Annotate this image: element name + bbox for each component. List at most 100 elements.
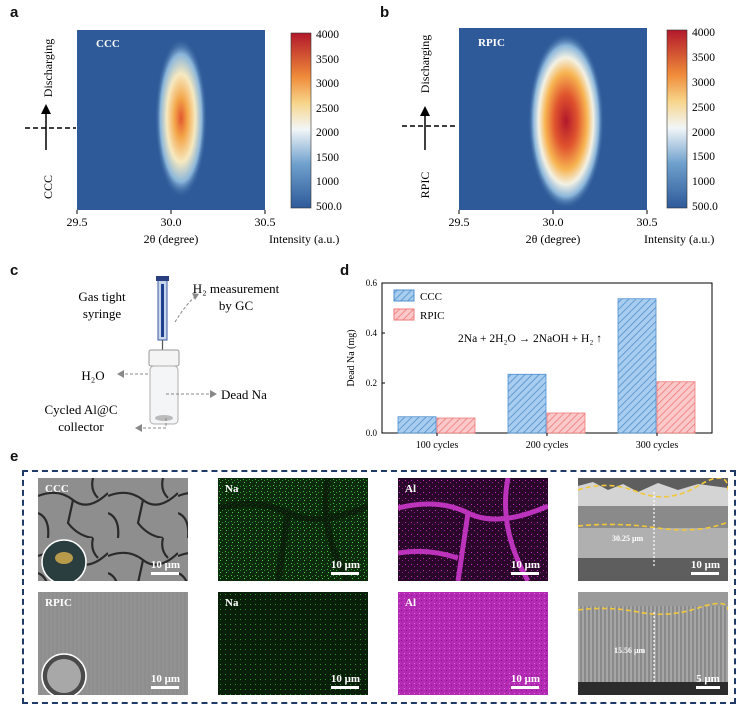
colorbar-tick: 3000	[692, 77, 715, 89]
legend-label-rpic: RPIC	[420, 310, 444, 322]
scale-bar: 10 μm	[691, 559, 720, 575]
scale-bar: 10 μm	[151, 559, 180, 575]
panel-label-a: a	[10, 4, 19, 21]
scale-text: 5 μm	[696, 673, 720, 685]
direction-label: Discharging	[418, 35, 432, 93]
colorbar-label: Intensity (a.u.)	[644, 232, 714, 246]
x-tick: 29.5	[67, 215, 88, 229]
water-label: H₂O	[81, 368, 104, 383]
dead-na-bar-chart: 0.0 0.2 0.4 0.6 100 cycles 200 cycles 300 cyc…	[346, 278, 713, 451]
colorbar-tick: 3500	[316, 54, 339, 66]
gc-label: H₂ measurement	[193, 281, 280, 296]
panel-label-b: b	[380, 4, 390, 21]
legend-swatch-ccc	[393, 289, 415, 302]
x-tick-label: 100 cycles	[416, 440, 459, 451]
scale-bar: 5 μm	[696, 673, 720, 689]
colorbar-tick: 1500	[692, 151, 715, 163]
scale-text: 10 μm	[150, 559, 180, 571]
scale-bar: 10 μm	[511, 559, 540, 575]
sem-ccc-surface: CCC 10 μm	[38, 478, 188, 581]
micrograph-panel: CCC 10 μm Na 10 μm Al 10 μm 30.25 μm 10 …	[22, 470, 736, 704]
eds-na-map-rpic: Na 10 μm	[218, 592, 368, 695]
intensity-peak	[155, 38, 207, 198]
colorbar-tick: 2000	[316, 127, 339, 139]
heatmap-rpic: RPIC 29.5 30.0 30.5 2θ (degree) Discharg…	[402, 27, 718, 246]
state-label: RPIC	[418, 172, 432, 199]
x-axis-label: 2θ (degree)	[526, 232, 581, 246]
y-tick-label: 0.4	[366, 328, 378, 338]
syringe-cap	[156, 276, 169, 281]
panel-label-c: c	[10, 262, 19, 279]
y-axis-label: Dead Na (mg)	[346, 329, 357, 386]
collector-label: Cycled Al@C	[45, 402, 118, 417]
heatmap-tag: RPIC	[478, 37, 505, 49]
scale-bar: 10 μm	[331, 673, 360, 689]
eds-al-map-ccc: Al 10 μm	[398, 478, 548, 581]
x-tick-label: 300 cycles	[636, 440, 679, 451]
arrow-head	[420, 106, 430, 116]
x-axis-label: 2θ (degree)	[144, 232, 199, 246]
scale-bar: 10 μm	[331, 559, 360, 575]
legend-swatch-rpic	[393, 308, 415, 321]
y-tick-label: 0.2	[366, 378, 377, 388]
image-tag: Na	[225, 483, 239, 495]
vial-body	[149, 365, 179, 425]
colorbar-label: Intensity (a.u.)	[269, 232, 339, 246]
heatmap-tag: CCC	[96, 38, 120, 50]
image-tag: RPIC	[45, 597, 72, 609]
gc-label: by GC	[219, 298, 253, 313]
x-tick: 30.0	[543, 215, 564, 229]
colorbar-tick: 1000	[692, 176, 715, 188]
eds-al-map-rpic: Al 10 μm	[398, 592, 548, 695]
x-tick: 29.5	[449, 215, 470, 229]
syringe-label: syringe	[83, 306, 122, 321]
bar-rpic-3	[656, 381, 696, 434]
scale-text: 10 μm	[330, 673, 360, 685]
legend-label-ccc: CCC	[420, 291, 442, 303]
scale-text: 10 μm	[150, 673, 180, 685]
collector-label: collector	[58, 419, 104, 434]
colorbar-tick: 1000	[316, 176, 339, 188]
bar-rpic-2	[546, 412, 586, 434]
x-tick: 30.5	[255, 215, 276, 229]
scale-bar: 10 μm	[151, 673, 180, 689]
y-tick-label: 0.0	[366, 428, 378, 438]
bar-ccc-1	[397, 416, 437, 434]
reaction-annotation: 2Na + 2H₂O → 2NaOH + H₂ ↑	[458, 333, 602, 345]
colorbar-tick: 3500	[692, 52, 715, 64]
colorbar-tick: 500.0	[692, 201, 718, 213]
colorbar-tick: 4000	[316, 29, 339, 41]
eds-na-map-ccc: Na 10 μm	[218, 478, 368, 581]
colorbar	[290, 32, 312, 209]
dead-na-label: Dead Na	[221, 387, 267, 402]
bar-ccc-2	[507, 373, 547, 434]
state-label: CCC	[41, 175, 55, 199]
colorbar-tick: 4000	[692, 27, 715, 39]
image-tag: Na	[225, 597, 239, 609]
scale-text: 10 μm	[510, 559, 540, 571]
syringe-label: Gas tight	[78, 289, 126, 304]
x-tick-label: 200 cycles	[526, 440, 569, 451]
x-tick: 30.5	[637, 215, 658, 229]
y-tick-label: 0.6	[366, 278, 378, 288]
scale-text: 10 μm	[510, 673, 540, 685]
intensity-peak	[528, 33, 604, 209]
colorbar-tick: 2000	[692, 127, 715, 139]
thickness-label: 15.56 μm	[614, 646, 646, 655]
thickness-label: 30.25 μm	[612, 534, 644, 543]
sem-rpic-surface: RPIC 10 μm	[38, 592, 188, 695]
scale-bar: 10 μm	[511, 673, 540, 689]
panel-label-d: d	[340, 262, 350, 279]
dead-na-sample	[155, 415, 173, 421]
colorbar-tick: 3000	[316, 78, 339, 90]
colorbar-tick: 2500	[316, 103, 339, 115]
colorbar-tick: 500.0	[316, 201, 342, 213]
bar-rpic-1	[436, 417, 476, 434]
arrow-head	[41, 104, 51, 114]
sem-ccc-cross-section: 30.25 μm 10 μm	[578, 478, 728, 581]
image-tag: CCC	[45, 483, 69, 495]
colorbar	[666, 29, 688, 209]
colorbar-tick: 2500	[692, 102, 715, 114]
direction-label: Discharging	[41, 39, 55, 97]
gc-setup-schematic: Gas tight syringe H₂ measurement by GC H…	[45, 276, 280, 434]
